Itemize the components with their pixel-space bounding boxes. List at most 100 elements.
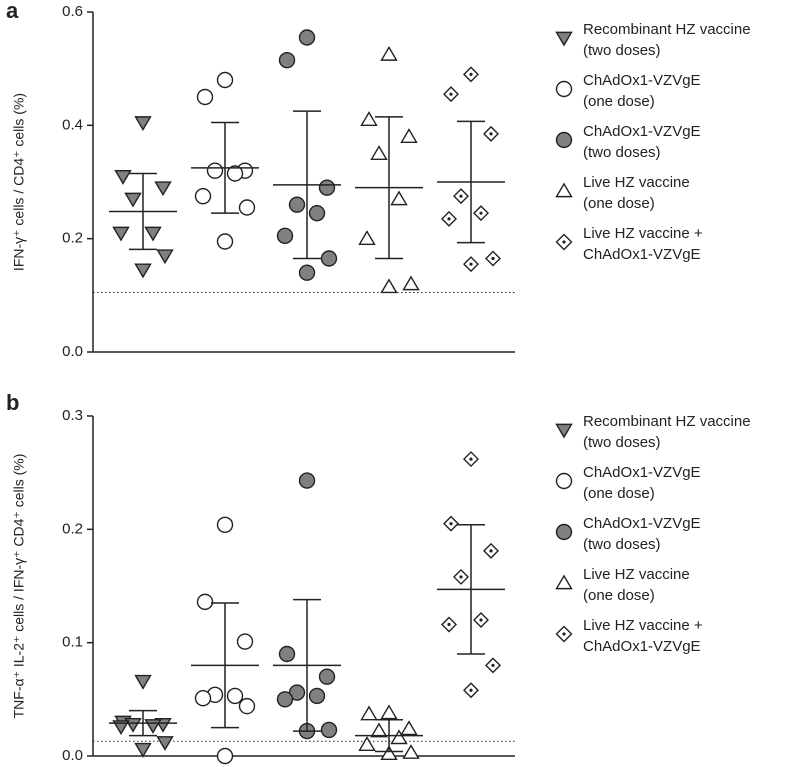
marker bbox=[380, 278, 398, 294]
marker bbox=[196, 88, 214, 106]
panel-label: b bbox=[6, 390, 19, 415]
legend-label: ChAdOx1-VZVgE (two doses) bbox=[583, 515, 701, 553]
marker bbox=[238, 697, 256, 715]
error-bar bbox=[129, 709, 157, 737]
marker-dot bbox=[562, 632, 566, 636]
marker bbox=[112, 720, 130, 736]
error-bar bbox=[375, 718, 403, 753]
y-axis-label: IFN-γ⁺ cells / CD4⁺ cells (%) bbox=[11, 93, 27, 271]
marker-dot bbox=[459, 575, 463, 579]
marker bbox=[124, 717, 142, 733]
marker-dot bbox=[449, 92, 453, 96]
marker bbox=[390, 729, 408, 745]
marker bbox=[112, 226, 130, 242]
legend-label: Live HZ vaccine + ChAdOx1-VZVgE bbox=[583, 225, 703, 263]
legend-label: ChAdOx1-VZVgE (two doses) bbox=[583, 123, 701, 161]
marker bbox=[216, 747, 234, 765]
marker bbox=[555, 182, 573, 198]
marker bbox=[156, 736, 174, 751]
marker bbox=[196, 593, 214, 611]
marker bbox=[144, 226, 162, 242]
marker bbox=[380, 704, 398, 720]
marker-dot bbox=[447, 217, 451, 221]
marker-dot bbox=[489, 549, 493, 553]
marker bbox=[555, 31, 573, 47]
marker-dot bbox=[469, 262, 473, 266]
marker bbox=[555, 523, 573, 541]
marker bbox=[390, 190, 408, 206]
marker bbox=[308, 687, 326, 705]
marker bbox=[134, 116, 152, 132]
legend-label: Recombinant HZ vaccine (two doses) bbox=[583, 413, 751, 451]
error-bar bbox=[375, 116, 403, 260]
marker bbox=[360, 111, 378, 126]
error-bar bbox=[457, 524, 485, 655]
marker bbox=[402, 275, 420, 291]
marker bbox=[318, 668, 336, 685]
marker bbox=[298, 264, 316, 281]
marker bbox=[144, 719, 162, 734]
marker bbox=[555, 423, 573, 439]
marker bbox=[380, 745, 398, 761]
marker bbox=[308, 204, 326, 222]
error-bar bbox=[457, 120, 485, 244]
y-tick-label: 0.3 bbox=[62, 407, 83, 424]
y-axis-label: TNF-α⁺ IL-2⁺ cells / IFN-γ⁺ CD4⁺ cells (… bbox=[11, 454, 27, 719]
marker bbox=[555, 131, 573, 149]
marker bbox=[238, 199, 256, 216]
legend-label: Live HZ vaccine (one dose) bbox=[583, 174, 690, 212]
error-bar bbox=[211, 121, 239, 214]
marker bbox=[216, 71, 234, 89]
marker-dot bbox=[449, 522, 453, 526]
y-tick-label: 0.2 bbox=[62, 520, 83, 537]
marker bbox=[278, 645, 296, 663]
y-tick-label: 0.0 bbox=[62, 343, 83, 360]
marker bbox=[370, 145, 388, 160]
y-tick-label: 0.2 bbox=[62, 230, 83, 247]
y-tick-label: 0.4 bbox=[62, 116, 83, 133]
marker bbox=[555, 80, 573, 98]
legend-label: Live HZ vaccine (one dose) bbox=[583, 566, 690, 604]
marker bbox=[278, 51, 296, 69]
marker bbox=[154, 181, 172, 197]
marker bbox=[206, 162, 224, 179]
marker-dot bbox=[479, 618, 483, 622]
marker bbox=[298, 29, 316, 46]
marker bbox=[400, 720, 418, 736]
marker bbox=[134, 263, 152, 279]
panel-label: a bbox=[6, 0, 19, 23]
legend-label: ChAdOx1-VZVgE (one dose) bbox=[583, 464, 701, 502]
marker-dot bbox=[469, 457, 473, 461]
marker-dot bbox=[562, 240, 566, 244]
marker bbox=[156, 249, 174, 265]
marker bbox=[298, 472, 316, 489]
marker bbox=[288, 196, 306, 213]
y-tick-label: 0.6 bbox=[62, 3, 83, 20]
y-tick-label: 0.1 bbox=[62, 634, 83, 651]
marker bbox=[380, 45, 398, 61]
legend-label: Live HZ vaccine + ChAdOx1-VZVgE bbox=[583, 617, 703, 655]
error-bar bbox=[129, 172, 157, 251]
legend-label: Recombinant HZ vaccine (two doses) bbox=[583, 21, 751, 59]
marker bbox=[276, 227, 294, 245]
marker bbox=[216, 233, 234, 250]
marker bbox=[124, 192, 142, 208]
y-tick-label: 0.0 bbox=[62, 747, 83, 764]
marker bbox=[370, 722, 388, 738]
marker bbox=[400, 128, 418, 143]
legend-label: ChAdOx1-VZVgE (one dose) bbox=[583, 72, 701, 110]
marker bbox=[276, 691, 294, 708]
marker bbox=[226, 165, 244, 182]
marker-dot bbox=[469, 72, 473, 76]
marker bbox=[358, 230, 376, 245]
marker-dot bbox=[469, 688, 473, 692]
marker bbox=[358, 736, 376, 751]
marker bbox=[236, 633, 254, 650]
marker bbox=[226, 687, 244, 705]
marker-dot bbox=[447, 622, 451, 627]
error-bar bbox=[293, 598, 321, 732]
marker bbox=[555, 574, 573, 590]
marker bbox=[402, 744, 420, 759]
marker bbox=[318, 179, 336, 196]
